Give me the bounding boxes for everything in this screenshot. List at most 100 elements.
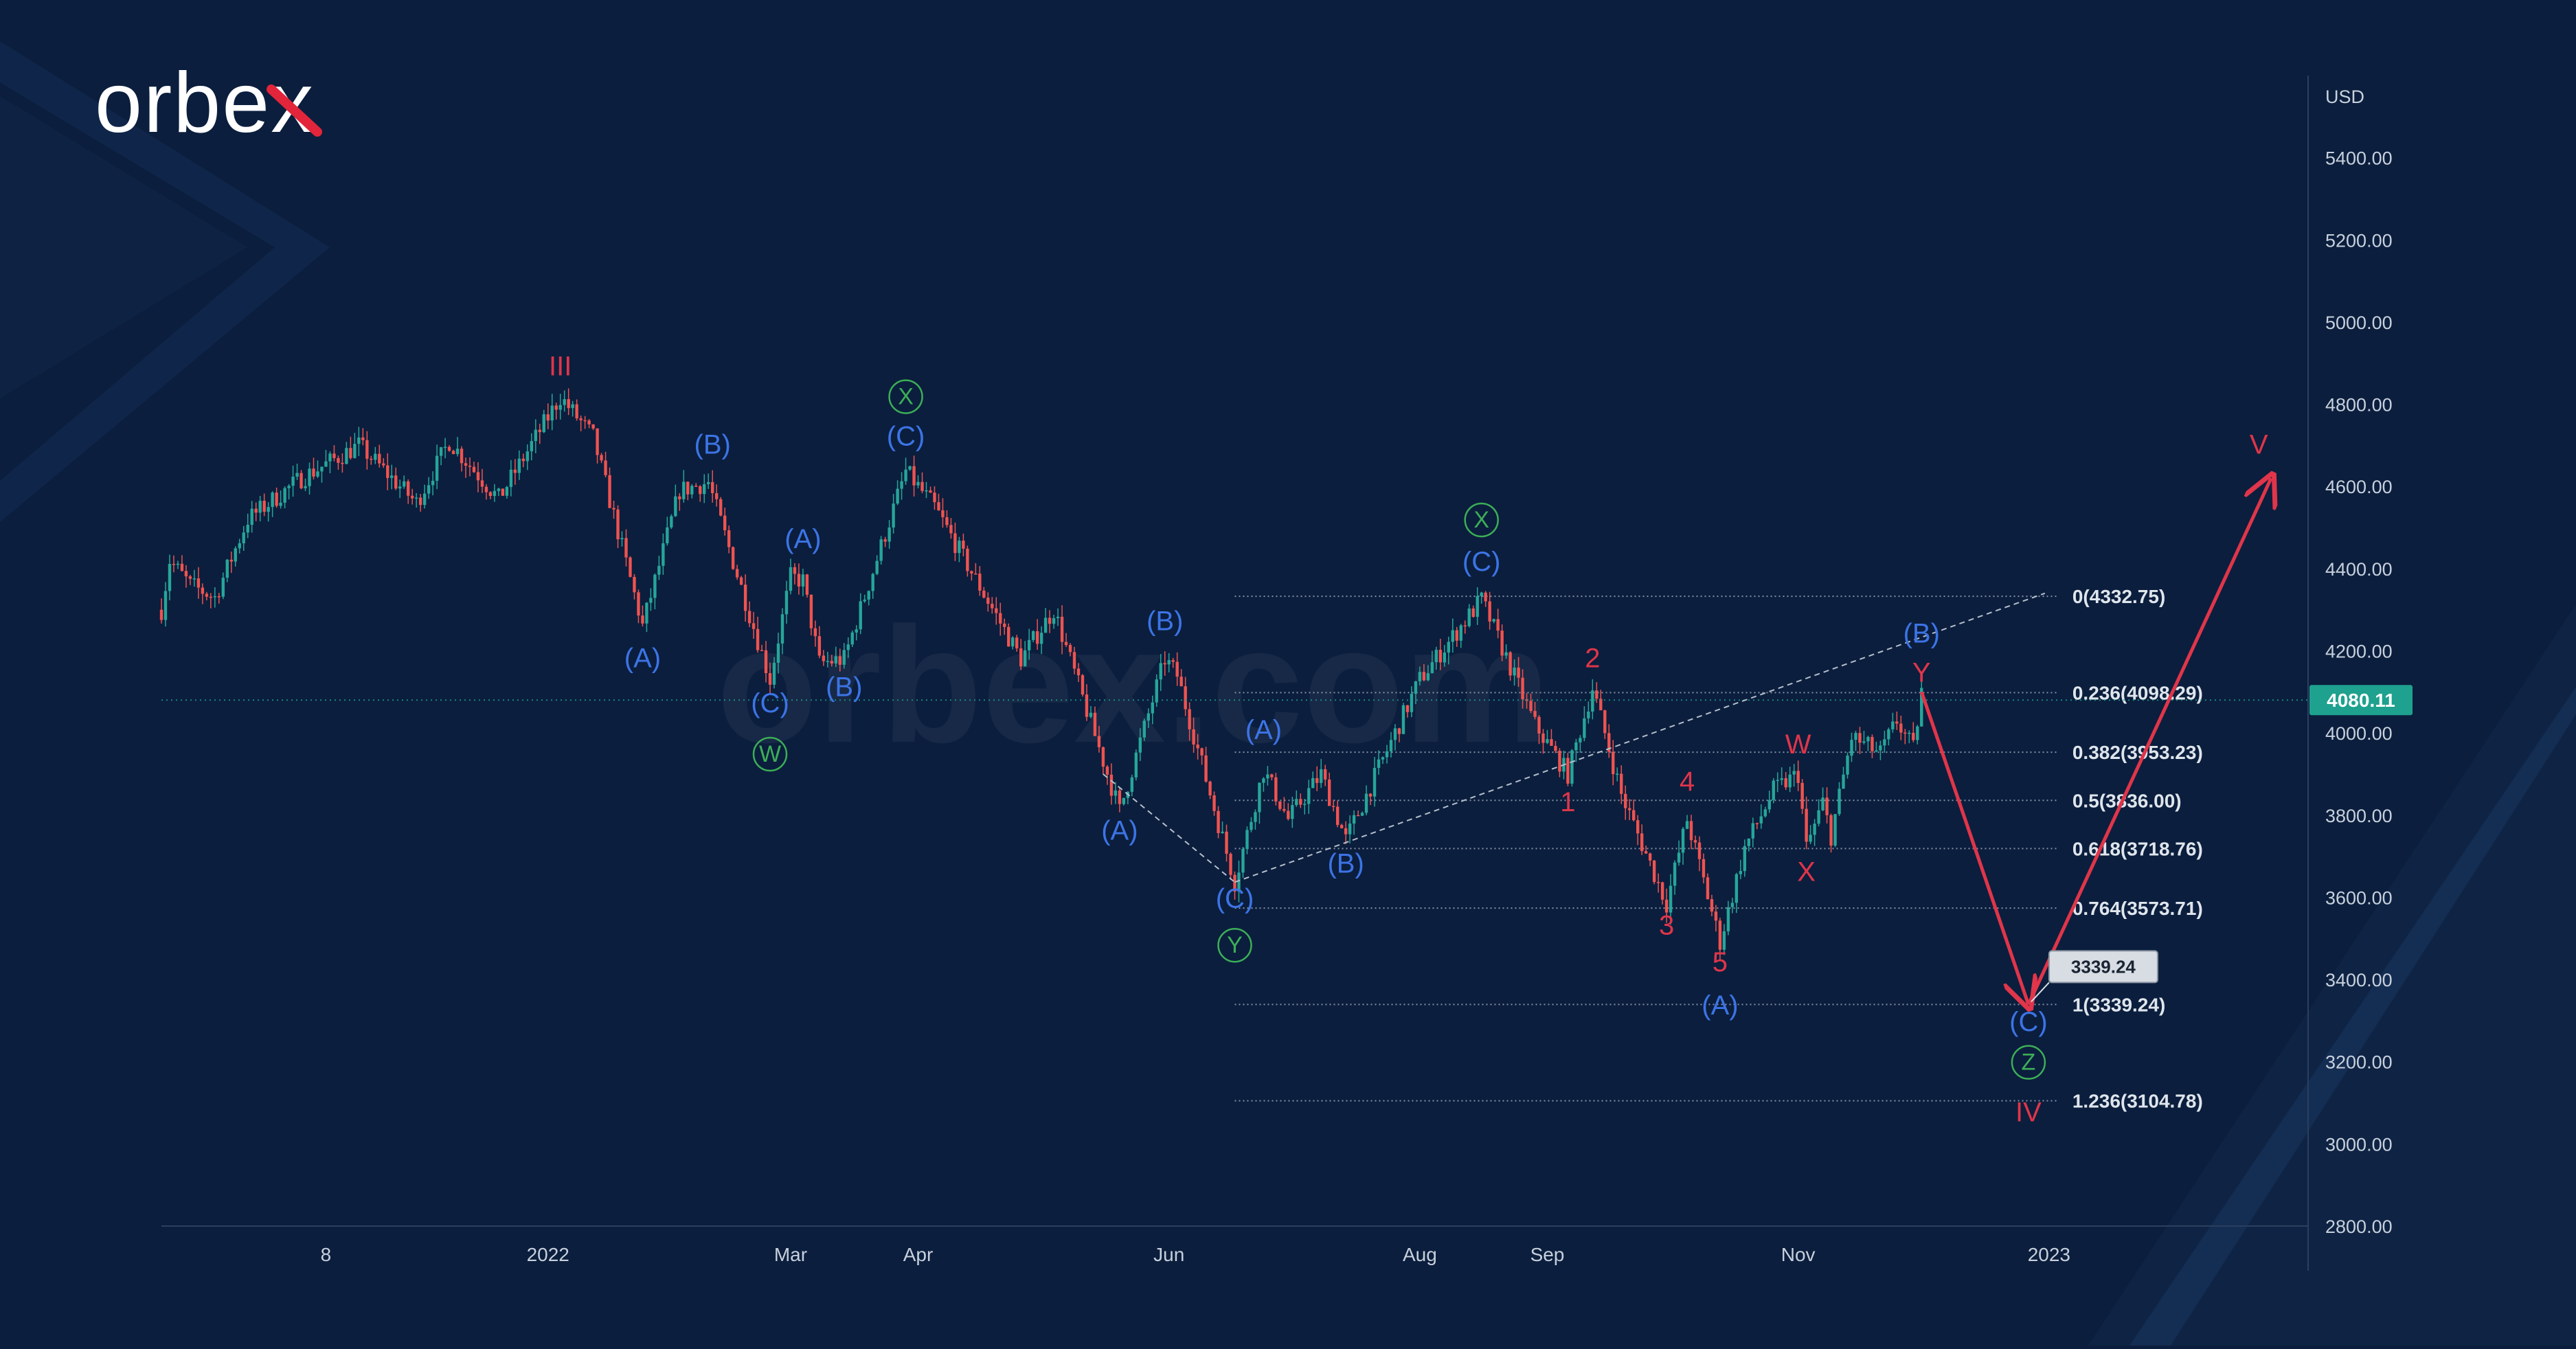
candle-body: [805, 574, 809, 595]
candle-body: [1184, 686, 1187, 710]
candle-body: [1011, 637, 1015, 647]
candle-body: [1105, 767, 1109, 775]
candle-body: [287, 486, 291, 488]
candle-body: [488, 492, 493, 497]
candle-body: [1677, 852, 1681, 863]
candle-body: [1735, 874, 1739, 903]
candle-body: [929, 490, 932, 493]
candle-body: [1360, 813, 1364, 816]
candle-body: [1492, 619, 1495, 622]
candle-body: [571, 404, 574, 409]
candle-body: [1903, 732, 1907, 734]
candle-body: [916, 481, 920, 486]
candle-body: [1776, 780, 1779, 781]
candle-body: [747, 611, 752, 624]
candle-body: [1146, 713, 1150, 721]
candle-body: [246, 525, 249, 533]
candle-body: [451, 451, 455, 455]
candle-body: [1208, 781, 1212, 795]
candle-body: [378, 453, 381, 464]
candle-body: [1517, 667, 1520, 678]
candle-body: [958, 541, 961, 554]
candle-body: [1043, 617, 1048, 633]
candle-body: [1566, 758, 1570, 784]
candle-body: [867, 591, 870, 600]
candle-body: [1664, 899, 1669, 913]
candle-body: [1455, 630, 1458, 641]
candle-body: [666, 527, 669, 543]
candle-body: [1800, 782, 1804, 809]
candle-body: [1599, 699, 1603, 711]
candle-body: [1130, 777, 1134, 792]
candle-body: [1307, 788, 1311, 804]
candle-body: [468, 466, 472, 467]
price-tick-label: 4600.00: [2325, 477, 2393, 497]
candle-body: [714, 492, 719, 499]
candle-body: [587, 420, 591, 424]
candle-body: [271, 492, 274, 508]
candle-body: [213, 596, 217, 598]
candle-body: [600, 455, 603, 461]
candle-body: [435, 455, 439, 481]
candle-body: [739, 577, 743, 585]
projection-price-label: 3339.24: [2071, 956, 2136, 977]
candle-body: [1813, 824, 1816, 835]
price-axis-unit: USD: [2325, 87, 2364, 107]
candle-body: [1710, 899, 1714, 912]
candle-body: [1418, 672, 1422, 681]
candle-body: [1109, 774, 1114, 796]
candle-body: [1640, 833, 1644, 852]
candle-body: [328, 453, 332, 462]
dashed-trend-line: [1234, 592, 2046, 883]
candle-body: [670, 516, 673, 528]
candle-body: [596, 428, 599, 455]
candle-body: [1356, 815, 1360, 817]
candle-body: [221, 578, 225, 597]
candle-body: [1871, 736, 1874, 751]
candle-body: [1755, 823, 1759, 824]
candle-body: [1315, 778, 1319, 783]
price-tick-label: 4400.00: [2325, 559, 2393, 580]
candle-body: [1697, 842, 1702, 859]
time-tick-label: Mar: [774, 1244, 807, 1265]
candle-body: [1175, 661, 1179, 677]
background-corner-shape: [2129, 687, 2576, 1346]
candle-body: [1372, 767, 1377, 797]
candle-body: [1171, 660, 1175, 662]
candle-body: [229, 559, 233, 562]
candle-body: [649, 598, 653, 603]
candle-body: [1299, 799, 1302, 805]
candle-body: [1072, 652, 1076, 669]
candle-body: [690, 486, 694, 495]
wave-label-circle: [888, 379, 923, 414]
candle-body: [875, 560, 879, 574]
candle-body: [834, 656, 838, 664]
candle-body: [1587, 711, 1590, 718]
price-tick-label: 3200.00: [2325, 1052, 2393, 1073]
fib-level-label: 1.236(3104.78): [2072, 1091, 2203, 1112]
candle-body: [505, 486, 509, 496]
candle-body: [723, 515, 727, 531]
candle-body: [159, 609, 163, 620]
candle-body: [1348, 824, 1352, 835]
candle-body: [374, 453, 377, 460]
candle-body: [1122, 797, 1126, 804]
price-tick-label: 3600.00: [2325, 887, 2393, 908]
candle-body: [982, 590, 986, 598]
candle-body: [1759, 816, 1763, 824]
candle-body: [1850, 740, 1853, 756]
projection-arrow: [2026, 478, 2271, 1006]
price-tick-label: 4200.00: [2325, 642, 2393, 662]
candle-body: [291, 476, 295, 486]
candle-body: [1331, 806, 1335, 807]
candle-body: [406, 481, 410, 496]
candle-body: [386, 465, 389, 478]
wave-label: (C): [1216, 883, 1254, 914]
candle-body: [838, 656, 841, 665]
candle-body: [316, 471, 319, 477]
candle-body: [1879, 745, 1882, 751]
wave-label: (A): [624, 643, 661, 673]
candle-body: [1825, 797, 1829, 815]
